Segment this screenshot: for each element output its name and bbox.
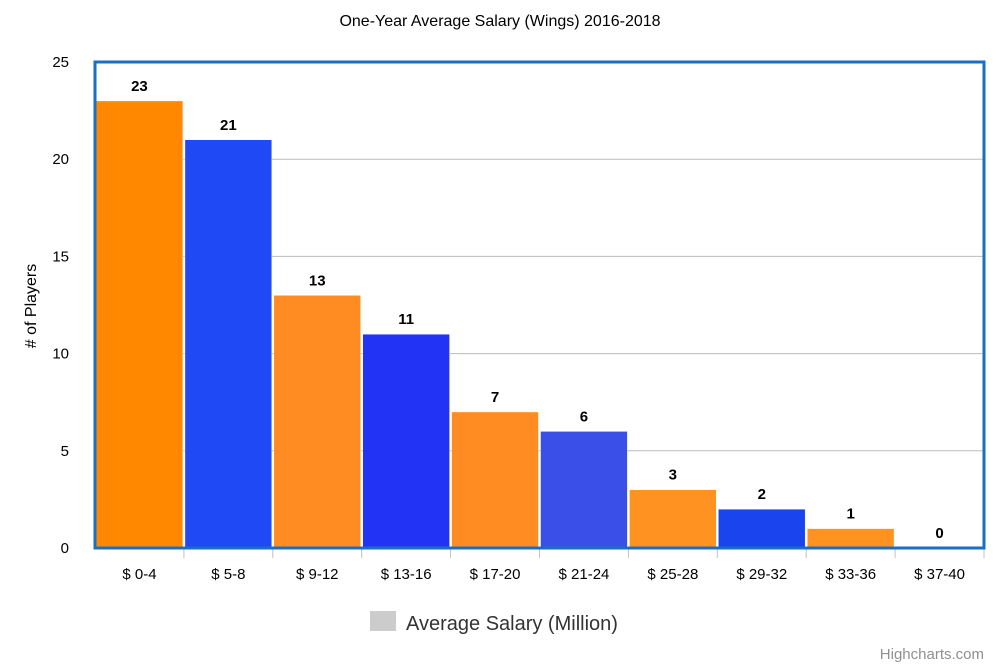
data-label: 7	[491, 389, 499, 406]
x-tick-label: $ 37-40	[914, 566, 965, 583]
data-label: 2	[758, 486, 766, 503]
chart-title: One-Year Average Salary (Wings) 2016-201…	[339, 13, 660, 30]
bar[interactable]	[540, 431, 628, 549]
bar[interactable]	[95, 100, 184, 549]
data-label: 21	[220, 117, 237, 134]
x-tick-label: $ 25-28	[647, 566, 698, 583]
data-label: 13	[309, 272, 326, 289]
y-tick-label: 15	[52, 248, 69, 265]
bar[interactable]	[362, 333, 450, 549]
y-axis: 0 5 10 15 20 25	[52, 54, 69, 557]
bar[interactable]	[806, 528, 895, 549]
bar[interactable]	[451, 411, 539, 549]
bar[interactable]	[718, 508, 806, 549]
bar[interactable]	[629, 489, 717, 549]
data-label: 0	[935, 525, 943, 542]
y-axis-title: # of Players	[23, 264, 40, 348]
data-label: 11	[398, 311, 414, 328]
data-label: 6	[580, 408, 588, 425]
x-tick-label: $ 9-12	[296, 566, 339, 583]
legend[interactable]: Average Salary (Million)	[370, 611, 618, 635]
x-tick-label: $ 17-20	[470, 566, 521, 583]
y-tick-label: 20	[52, 151, 69, 168]
y-tick-label: 10	[52, 346, 69, 363]
x-tick-label: $ 29-32	[736, 566, 787, 583]
credits-link[interactable]: Highcharts.com	[880, 646, 984, 663]
x-tick-label: $ 0-4	[122, 566, 156, 583]
data-label: 23	[131, 78, 148, 95]
legend-swatch	[370, 611, 396, 631]
data-label: 1	[846, 506, 854, 523]
bars	[95, 100, 895, 549]
y-tick-label: 5	[61, 443, 69, 460]
x-tick-label: $ 13-16	[381, 566, 432, 583]
x-tick-label: $ 5-8	[211, 566, 245, 583]
plot-frame	[93, 60, 986, 550]
y-tick-label: 25	[52, 54, 69, 71]
x-tick-label: $ 21-24	[559, 566, 610, 583]
y-tick-label: 0	[61, 540, 69, 557]
data-label: 3	[669, 467, 677, 484]
legend-label: Average Salary (Million)	[406, 613, 618, 635]
bar[interactable]	[184, 139, 273, 549]
x-tick-label: $ 33-36	[825, 566, 876, 583]
bar[interactable]	[273, 295, 361, 549]
x-axis: $ 0-4 $ 5-8 $ 9-12 $ 13-16 $ 17-20 $ 21-24 $ 2…	[122, 548, 985, 583]
